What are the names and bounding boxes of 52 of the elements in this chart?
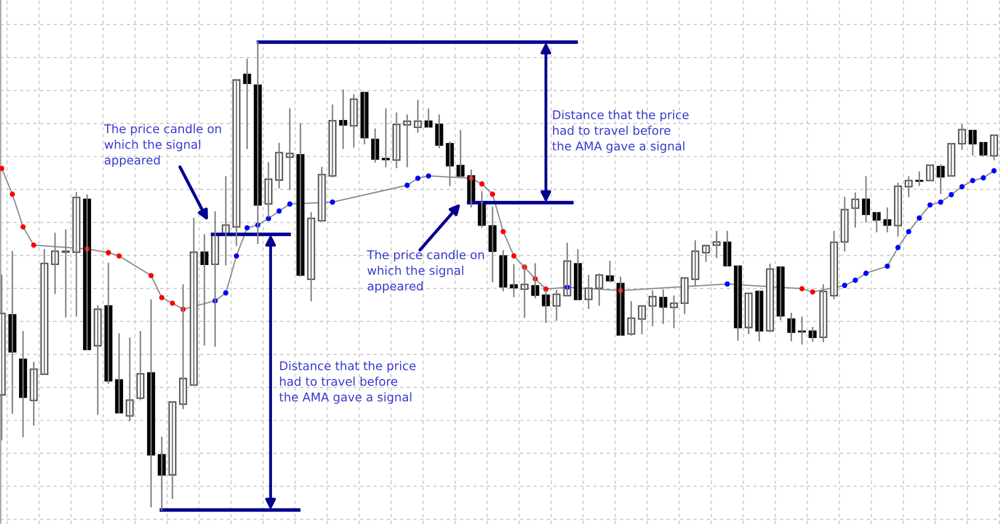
annotation: Distance that the price had to travel before the AMA gave a signal bbox=[279, 361, 416, 404]
point bbox=[799, 286, 805, 292]
point bbox=[148, 272, 154, 278]
point bbox=[948, 192, 954, 198]
point bbox=[852, 278, 858, 283]
point bbox=[20, 224, 26, 230]
annotation: Distance that the price had to travel before the AMA gave a signal bbox=[552, 110, 689, 153]
candlestick bbox=[915, 171, 924, 186]
point bbox=[276, 208, 282, 214]
point bbox=[266, 216, 272, 222]
candlestick bbox=[947, 142, 956, 177]
annotation: The price candle on which the signal appeared bbox=[104, 124, 221, 167]
point bbox=[31, 242, 36, 248]
candlestick bbox=[862, 176, 870, 222]
point bbox=[479, 181, 484, 186]
point bbox=[0, 166, 4, 172]
point bbox=[980, 175, 986, 180]
point bbox=[415, 176, 420, 181]
point bbox=[511, 253, 516, 259]
point bbox=[970, 178, 976, 184]
point bbox=[404, 182, 410, 188]
annotation: The price candle on which the signal appeared bbox=[366, 250, 484, 293]
point bbox=[724, 281, 730, 287]
point bbox=[426, 173, 432, 179]
point bbox=[159, 294, 164, 300]
point bbox=[490, 192, 496, 197]
point bbox=[895, 244, 901, 250]
point bbox=[884, 264, 890, 269]
point bbox=[959, 184, 965, 190]
point bbox=[330, 200, 336, 205]
candlestick bbox=[712, 230, 721, 258]
point bbox=[116, 253, 122, 259]
point bbox=[810, 289, 816, 295]
point bbox=[170, 300, 176, 306]
candlestick bbox=[424, 108, 433, 128]
point bbox=[991, 168, 997, 174]
point bbox=[223, 290, 228, 296]
point bbox=[234, 253, 240, 259]
point bbox=[916, 215, 922, 221]
point bbox=[938, 200, 944, 205]
point bbox=[863, 270, 869, 276]
point bbox=[500, 228, 506, 234]
candlestick bbox=[926, 164, 934, 182]
point bbox=[287, 201, 292, 207]
point bbox=[927, 202, 933, 208]
point bbox=[106, 250, 112, 256]
candlestick bbox=[798, 316, 806, 345]
point bbox=[842, 282, 848, 288]
point bbox=[906, 228, 912, 234]
point bbox=[244, 225, 250, 230]
point bbox=[10, 192, 15, 197]
candlestick bbox=[510, 264, 518, 298]
